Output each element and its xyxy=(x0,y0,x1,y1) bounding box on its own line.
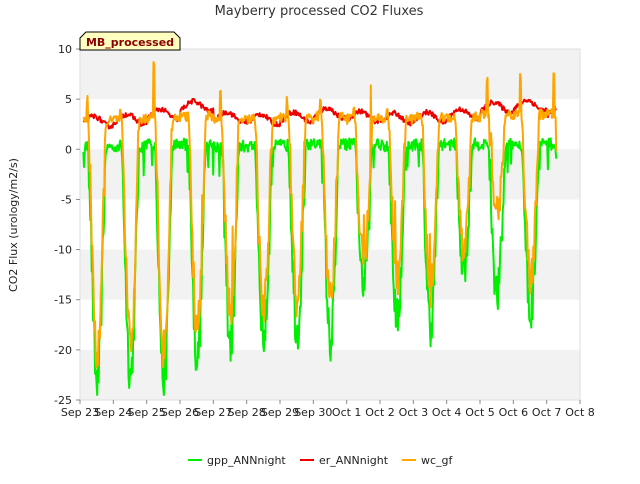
legend-label: er_ANNnight xyxy=(319,454,389,467)
x-tick-label: Oct 1 xyxy=(332,406,362,419)
mb-processed-badge: MB_processed xyxy=(79,31,181,51)
x-tick-label: Oct 7 xyxy=(532,406,562,419)
x-tick-label: Sep 24 xyxy=(94,406,132,419)
legend: gpp_ANNnight er_ANNnight wc_gf xyxy=(188,454,454,467)
x-tick-label: Sep 28 xyxy=(228,406,266,419)
y-tick-label: -20 xyxy=(54,344,72,357)
y-tick-label: -5 xyxy=(61,193,72,206)
y-tick-label: -15 xyxy=(54,294,72,307)
series-line-wc-gf xyxy=(82,61,558,369)
plot-border xyxy=(79,48,581,401)
x-tick-label: Sep 26 xyxy=(161,406,199,419)
grid-band xyxy=(80,49,580,100)
x-tick-label: Oct 5 xyxy=(465,406,495,419)
x-tick-label: Sep 25 xyxy=(128,406,166,419)
y-axis-label: CO2 Flux (urology/m2/s) xyxy=(7,158,20,292)
x-tick-label: Sep 29 xyxy=(261,406,299,419)
y-tick-label: -25 xyxy=(54,394,72,407)
series-layer xyxy=(82,61,558,396)
chart-title: Mayberry processed CO2 Fluxes xyxy=(215,4,424,19)
x-tick-label: Oct 2 xyxy=(365,406,395,419)
x-tick-label: Oct 4 xyxy=(432,406,462,419)
x-tick-label: Oct 3 xyxy=(399,406,429,419)
legend-label: wc_gf xyxy=(421,454,454,467)
x-tick-label: Oct 6 xyxy=(499,406,529,419)
x-tick-label: Sep 30 xyxy=(294,406,332,419)
y-tick-label: 5 xyxy=(65,93,72,106)
grid-band xyxy=(80,149,580,200)
y-tick-label: -10 xyxy=(54,244,72,257)
x-tick-label: Oct 8 xyxy=(565,406,595,419)
y-tick-label: 0 xyxy=(65,143,72,156)
y-axis: -25 -20 -15 -10 -5 0 5 10 xyxy=(54,43,80,407)
legend-label: gpp_ANNnight xyxy=(207,454,286,467)
x-tick-label: Sep 23 xyxy=(61,406,99,419)
y-tick-label: 10 xyxy=(58,43,72,56)
x-tick-label: Sep 27 xyxy=(194,406,232,419)
plot-frame xyxy=(79,48,581,401)
badge-label: MB_processed xyxy=(86,36,174,49)
